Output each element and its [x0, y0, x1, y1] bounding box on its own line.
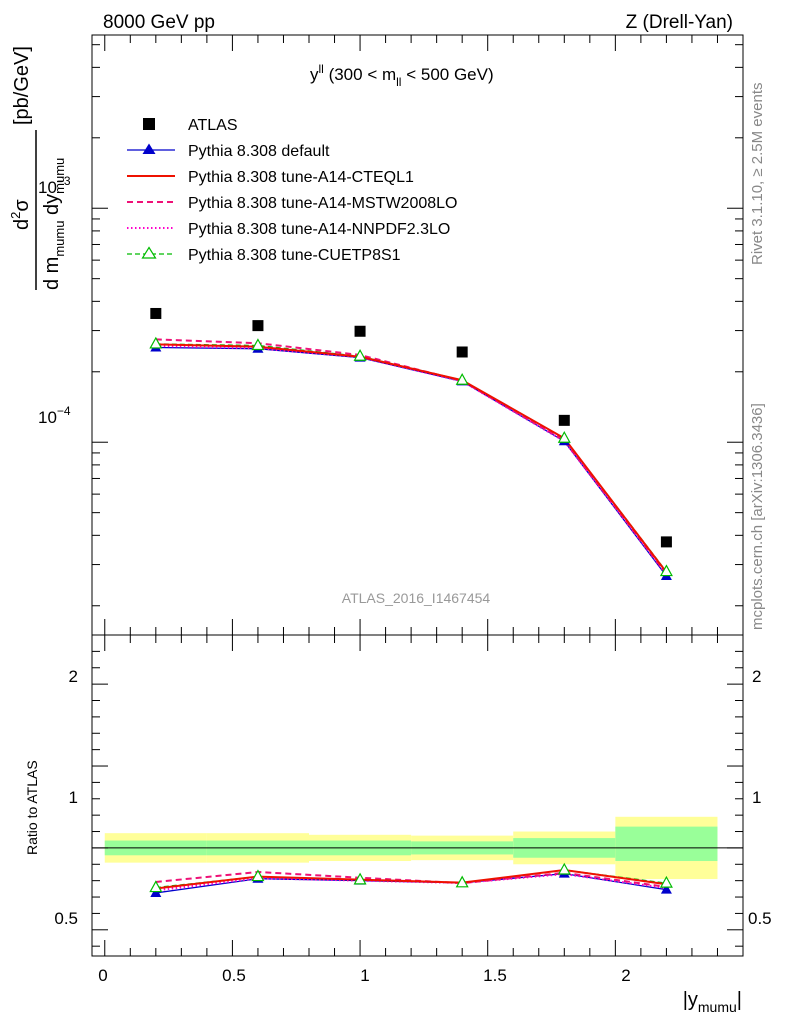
- main-data-point: [354, 325, 366, 337]
- ratio-ytick-right-2: 2: [752, 667, 761, 686]
- ratio-ytick-2: 2: [69, 667, 78, 686]
- main-marker-cuetp: [659, 564, 673, 577]
- ratio-ytick-right-1: 1: [752, 788, 761, 807]
- main-data-point: [558, 414, 570, 426]
- ytick-label-1e-4: 10−4: [38, 404, 71, 427]
- legend: ATLAS Pythia 8.308 default Pythia 8.308 …: [127, 117, 457, 264]
- ratio-marker-cuetp: [557, 862, 571, 875]
- xtick-15: 1.5: [483, 966, 507, 985]
- legend-label-default: Pythia 8.308 default: [188, 143, 330, 160]
- ratio-band-inner: [615, 826, 718, 862]
- main-marker-cuetp: [353, 349, 367, 361]
- ratio-marker-cuetp: [353, 872, 367, 885]
- legend-label-atlas: ATLAS: [188, 117, 238, 134]
- main-marker-cuetp: [455, 373, 469, 385]
- legend-marker-cuetp: [141, 246, 157, 259]
- main-marker-cuetp: [251, 338, 265, 351]
- ratio-ylabel: Ratio to ATLAS: [24, 760, 40, 855]
- ratio-marker-default: [660, 883, 672, 894]
- ratio-marker-cuetp: [149, 880, 163, 893]
- main-line-mstw: [155, 338, 668, 575]
- analysis-watermark: ATLAS_2016_I1467454: [342, 590, 491, 606]
- ratio-ytick-05: 0.5: [54, 909, 78, 928]
- main-data-point: [252, 320, 264, 332]
- ratio-ytick-right-05: 0.5: [748, 909, 772, 928]
- ratio-marker-cuetp: [659, 875, 673, 888]
- main-marker-cuetp: [149, 336, 163, 349]
- xtick-2: 2: [621, 966, 630, 985]
- ratio-marker-cuetp: [455, 875, 469, 888]
- main-line-default: [155, 346, 667, 577]
- ylabel-numerator: d2σ: [8, 199, 33, 230]
- ratio-line-mstw: [155, 870, 667, 888]
- xtick-1: 1: [360, 966, 369, 985]
- ratio-ytick-1: 1: [69, 788, 78, 807]
- main-ylabel: d2σ d mmumu dymumu [pb/GeV]: [8, 46, 67, 290]
- mcplots-label: mcplots.cern.ch [arXiv:1306.3436]: [749, 403, 766, 630]
- main-line-cuetp: [155, 343, 667, 572]
- ratio-marker-cuetp: [251, 869, 265, 882]
- ratio-plot-frame: [91, 634, 744, 957]
- legend-marker-default: [142, 143, 156, 154]
- legend-marker-atlas: [143, 118, 155, 130]
- main-marker-cuetp: [557, 430, 571, 443]
- header-right: Z (Drell-Yan): [626, 12, 733, 33]
- rivet-label: Rivet 3.1.10, ≥ 2.5M events: [749, 83, 766, 266]
- xtick-0: 0: [98, 966, 107, 985]
- main-title: yll (300 < mll < 500 GeV): [310, 62, 494, 89]
- ylabel-unit: [pb/GeV]: [11, 46, 33, 125]
- main-line-nnpdf: [155, 344, 668, 576]
- legend-label-cuetp: Pythia 8.308 tune-CUETP8S1: [188, 247, 401, 264]
- main-data-point: [150, 307, 162, 319]
- ylabel-denominator: d mmumu dymumu: [41, 158, 67, 290]
- xtick-05: 0.5: [222, 966, 246, 985]
- ytick-label-1e-3: 10−3: [38, 174, 71, 197]
- ratio-line-cteql1: [155, 869, 667, 890]
- legend-label-mstw: Pythia 8.308 tune-A14-MSTW2008LO: [188, 195, 457, 212]
- legend-label-cteql1: Pythia 8.308 tune-A14-CTEQL1: [188, 169, 414, 186]
- legend-label-nnpdf: Pythia 8.308 tune-A14-NNPDF2.3LO: [188, 221, 450, 238]
- main-line-cteql1: [155, 343, 668, 573]
- header-left: 8000 GeV pp: [103, 12, 215, 33]
- main-data-point: [660, 536, 672, 548]
- main-data-point: [456, 346, 468, 358]
- x-axis-label: |ymumu|: [683, 989, 742, 1015]
